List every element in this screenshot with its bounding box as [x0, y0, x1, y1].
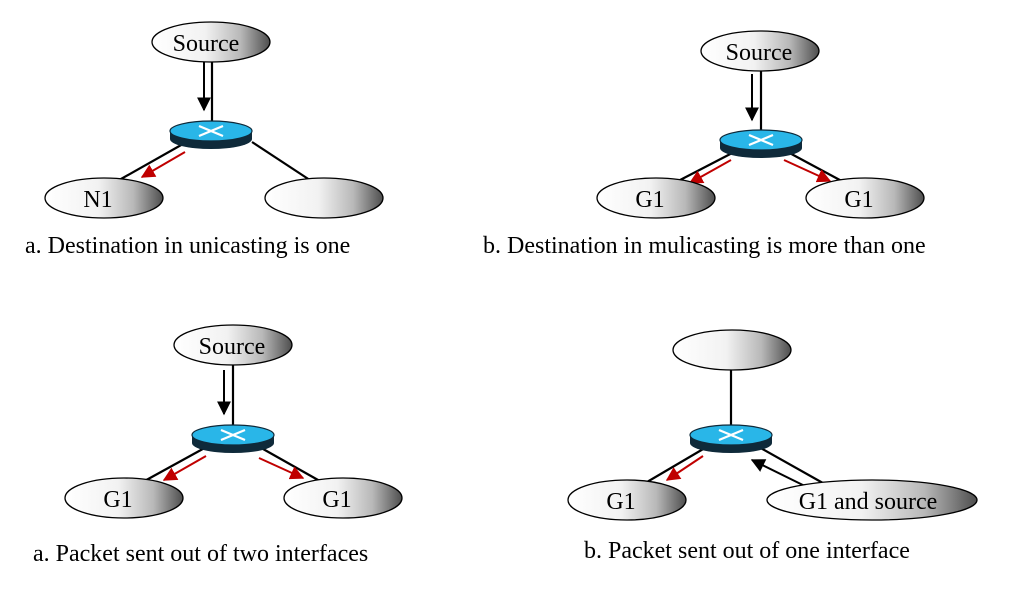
- g1-and-source-node: G1 and source: [766, 479, 978, 521]
- source-node: Source: [173, 324, 293, 366]
- arrow-outgoing-left: [688, 159, 732, 184]
- router: [689, 424, 773, 453]
- router-cross-icon: [748, 133, 774, 147]
- g1-and-source-label: G1 and source: [799, 489, 938, 515]
- g1-node-left: G1: [596, 177, 716, 219]
- g1-node-right: G1: [805, 177, 925, 219]
- arrow-outgoing-right: [258, 457, 305, 480]
- arrow-outgoing: [665, 455, 704, 481]
- link-router-g1-source: [749, 441, 831, 488]
- arrow-outgoing-right: [783, 159, 832, 183]
- source-label: Source: [173, 31, 240, 57]
- arrow-outgoing: [140, 151, 186, 178]
- g1-label: G1: [103, 487, 132, 513]
- source-label: Source: [199, 334, 266, 360]
- router-cross-icon: [198, 124, 224, 138]
- source-node: Source: [700, 30, 820, 72]
- g1-label: G1: [322, 487, 351, 513]
- source-node: Source: [151, 21, 271, 63]
- router: [169, 120, 253, 149]
- router-cross-icon: [718, 428, 744, 442]
- router-cross-icon: [220, 428, 246, 442]
- n1-node: N1: [44, 177, 164, 219]
- g1-node: G1: [567, 479, 687, 521]
- g1-label: G1: [844, 187, 873, 213]
- g1-node-right: G1: [283, 477, 403, 519]
- empty-top-node: [672, 329, 792, 371]
- n1-label: N1: [83, 187, 112, 213]
- caption-two-interfaces: a. Packet sent out of two interfaces: [33, 541, 368, 567]
- caption-multicast: b. Destination in mulicasting is more th…: [483, 233, 926, 259]
- panel-two-interfaces: Source G1 G1 a. Packet sent out of two i…: [33, 324, 403, 567]
- g1-node-left: G1: [64, 477, 184, 519]
- g1-label: G1: [606, 489, 635, 515]
- caption-one-interface: b. Packet sent out of one interface: [584, 538, 910, 564]
- source-label: Source: [726, 40, 793, 66]
- panel-multicast: Source G1 G1 b. Destination in mulicasti…: [483, 30, 926, 259]
- caption-unicast: a. Destination in unicasting is one: [25, 233, 350, 259]
- arrow-outgoing-left: [162, 455, 207, 481]
- empty-node: [264, 177, 384, 219]
- panel-unicast: Source N1 a. Destination in unicasting i…: [25, 21, 384, 259]
- panel-one-interface: G1 G1 and source b. Packet sent out of o…: [567, 329, 978, 564]
- router: [191, 424, 275, 453]
- router: [719, 129, 803, 158]
- g1-label: G1: [635, 187, 664, 213]
